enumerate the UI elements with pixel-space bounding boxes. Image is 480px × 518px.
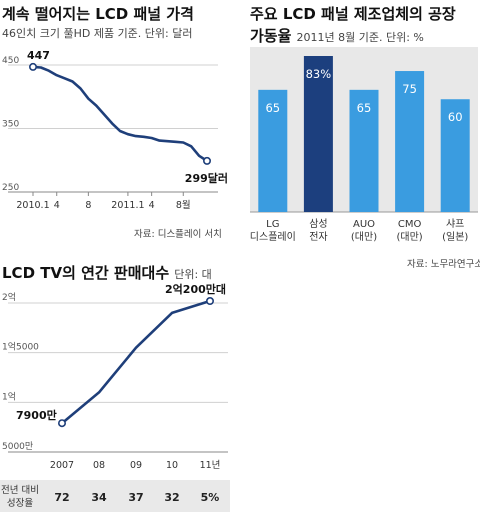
util-bar — [258, 89, 288, 212]
growth-rate-table — [0, 480, 230, 512]
util-category-label: 샤프 — [446, 218, 464, 230]
sales-y-tick-label: 5000만 — [2, 441, 33, 452]
util-bar-chart: 65LG디스플레이83%삼성전자65AUO(대만)75CMO(대만)60샤프(일… — [250, 47, 478, 243]
util-category-label: (일본) — [442, 231, 468, 243]
price-y-tick-label: 350 — [2, 120, 19, 130]
price-end-label: 299달러 — [185, 171, 228, 185]
util-category-label: (대만) — [351, 231, 377, 243]
price-series-line — [32, 65, 208, 162]
price-start-point — [28, 62, 37, 71]
sales-start-label: 7900만 — [16, 408, 57, 422]
util-chart-title-line2: 가동율 — [250, 27, 292, 45]
growth-row-label-line2: 성장율 — [7, 498, 33, 509]
sales-x-tick-label: 09 — [130, 460, 142, 471]
price-x-tick-label: 4 — [149, 200, 155, 211]
util-bar-value-label: 60 — [448, 110, 463, 124]
util-bar — [395, 71, 425, 212]
sales-x-tick-label: 10 — [166, 460, 178, 471]
util-category-label: 디스플레이 — [250, 231, 296, 243]
sales-chart-title: LCD TV의 연간 판매대수 — [2, 264, 170, 282]
sales-y-tick-label: 1억5000 — [2, 341, 39, 353]
sales-end-label: 2억200만대 — [165, 282, 226, 296]
util-chart-subtitle: 2011년 8월 기준. 단위: % — [296, 31, 424, 44]
sales-chart-header: LCD TV의 연간 판매대수 단위: 대 — [2, 262, 212, 283]
sales-series-line — [61, 299, 211, 425]
price-x-tick-label: 2010.1 — [16, 200, 49, 211]
util-bar-value-label: 83% — [306, 67, 332, 81]
growth-rate-value: 34 — [91, 491, 107, 504]
sales-x-tick-label: 08 — [93, 460, 105, 471]
price-x-tick-label: 4 — [54, 200, 60, 211]
growth-rate-value: 32 — [164, 491, 179, 504]
util-bar-value-label: 65 — [357, 101, 372, 115]
sales-x-tick-label: 11년 — [200, 460, 221, 471]
util-category-label: 삼성 — [309, 218, 327, 230]
price-x-tick-label: 8월 — [176, 199, 191, 211]
sales-end-point — [206, 297, 215, 306]
sales-chart-subtitle: 단위: 대 — [174, 268, 212, 281]
price-y-tick-label: 250 — [2, 183, 19, 193]
price-end-point — [203, 156, 212, 165]
price-x-tick-label: 8 — [85, 200, 91, 211]
price-x-tick-label: 2011.1 — [111, 200, 144, 211]
sales-y-tick-label: 2억 — [2, 291, 16, 303]
util-chart-source: 자료: 노무라연구소 — [407, 259, 480, 270]
growth-row-label-line1: 전년 대비 — [1, 485, 39, 496]
util-bar — [440, 99, 470, 212]
util-category-label: LG — [266, 219, 279, 230]
growth-rate-value: 72 — [54, 491, 69, 504]
sales-y-tick-label: 1억 — [2, 390, 16, 402]
util-bar — [349, 89, 379, 212]
util-bar-value-label: 75 — [402, 82, 417, 96]
util-chart-title-row2: 가동율 2011년 8월 기준. 단위: % — [250, 25, 424, 46]
price-line-chart: 450 350 250 2010.1 4 8 2011.1 4 8월 447 299달러 — [2, 49, 228, 211]
price-start-label: 447 — [27, 49, 50, 62]
growth-rate-value: 5% — [201, 491, 220, 504]
sales-start-point — [57, 419, 66, 428]
util-bar — [303, 56, 333, 212]
util-bar-value-label: 65 — [265, 101, 280, 115]
util-category-label: AUO — [353, 219, 375, 230]
price-chart-source: 자료: 디스플레이 서치 — [134, 229, 222, 240]
growth-rate-value: 37 — [128, 491, 143, 504]
price-chart-title: 계속 떨어지는 LCD 패널 가격 — [2, 5, 194, 23]
util-chart-title: 주요 LCD 패널 제조업체의 공장 — [250, 5, 456, 23]
sales-x-tick-label: 2007 — [50, 460, 74, 471]
price-y-tick-label: 450 — [2, 56, 19, 66]
util-category-label: (대만) — [396, 231, 422, 243]
price-chart-subtitle: 46인치 크기 풀HD 제품 기준. 단위: 달러 — [2, 27, 193, 40]
util-category-label: CMO — [398, 219, 422, 230]
util-category-label: 전자 — [309, 231, 327, 243]
